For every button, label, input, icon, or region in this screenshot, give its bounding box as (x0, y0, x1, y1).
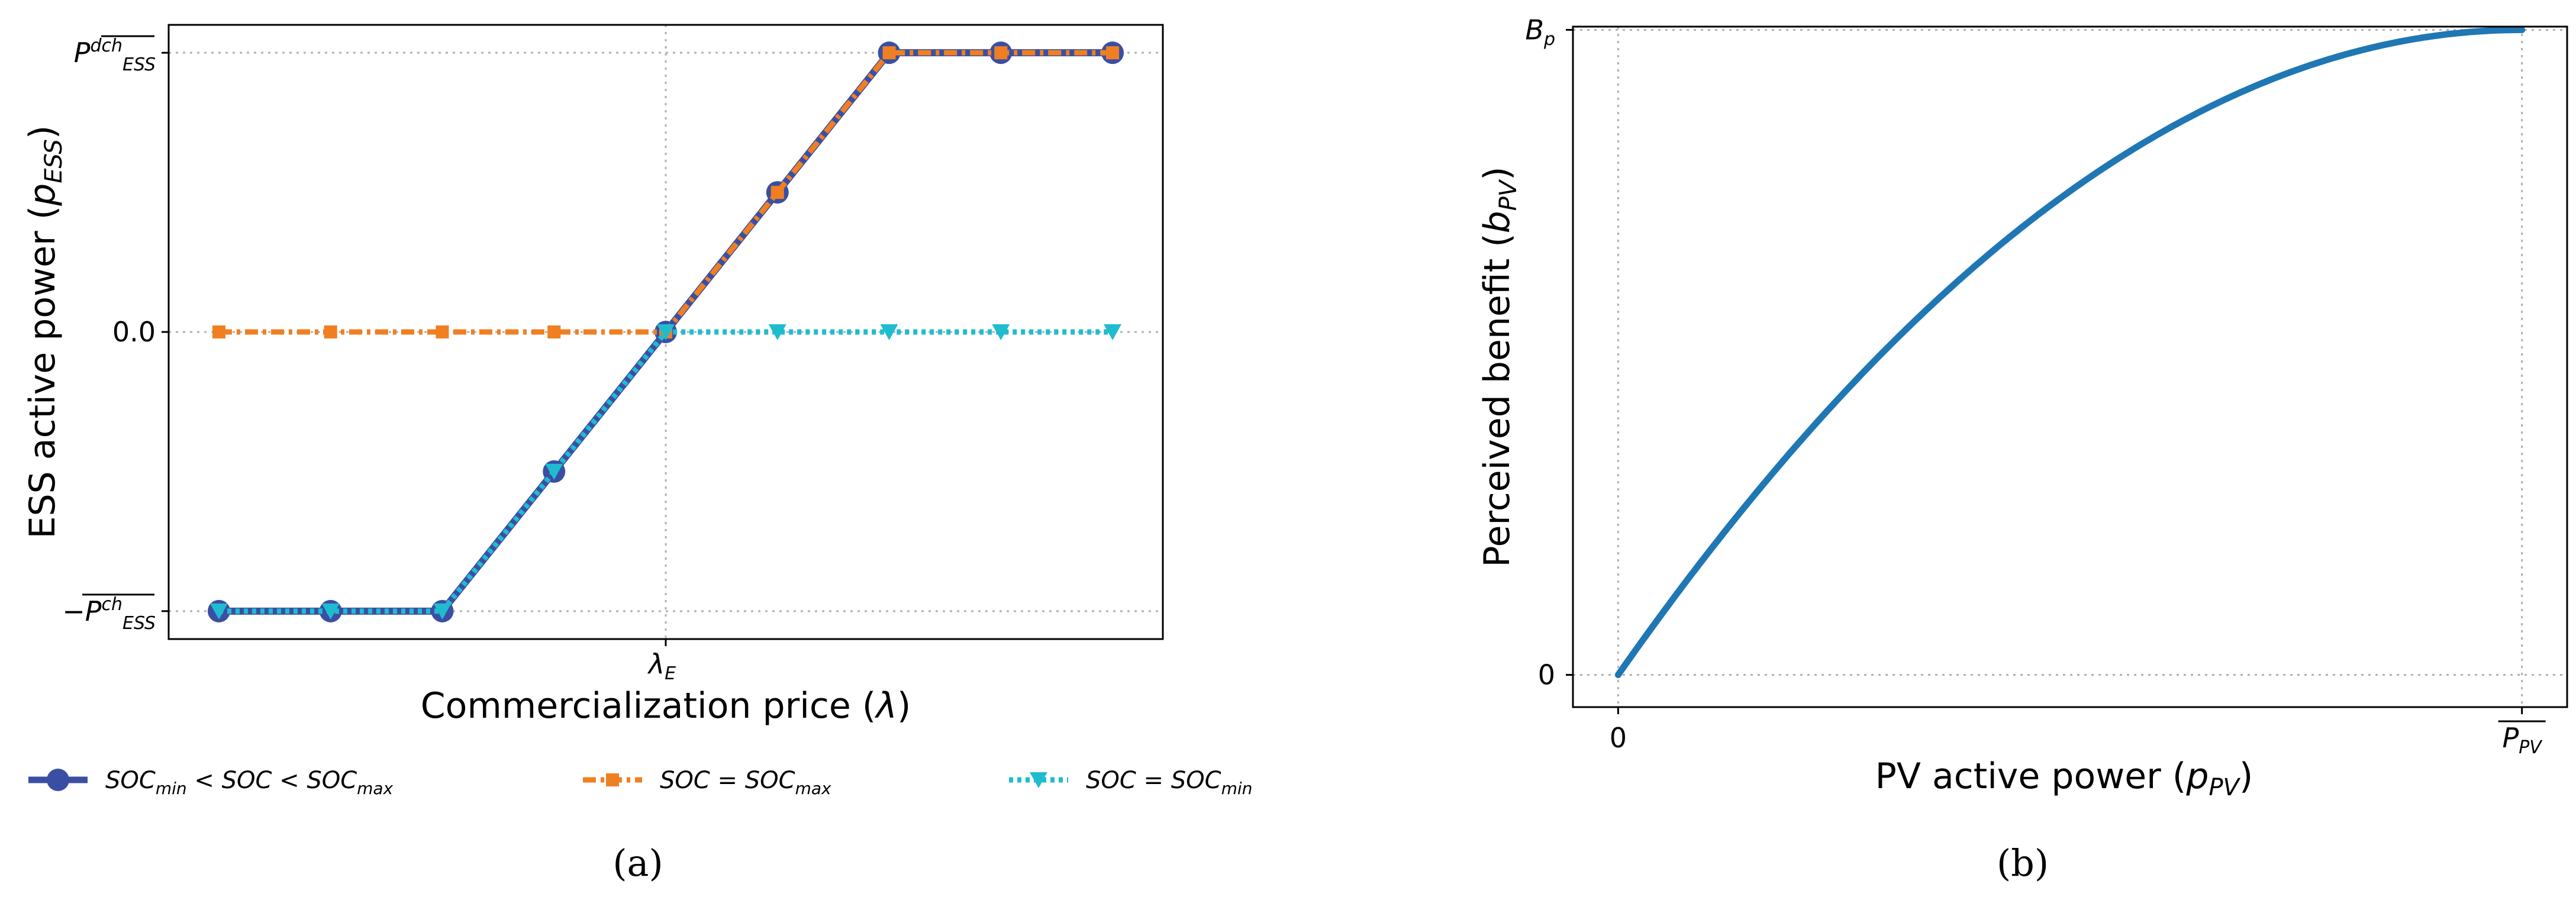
data-point (1106, 46, 1120, 60)
legend-item: SOCmin < SOC < SOCmax (28, 767, 394, 798)
x-axis-label: Commercialization price (λ) (421, 685, 911, 727)
data-point (547, 325, 561, 338)
y-axis-label: Perceived benefit (bPV) (1476, 166, 1522, 567)
data-point (324, 325, 337, 338)
data-point (882, 46, 896, 60)
y-tick-label: PdchESS (74, 36, 156, 75)
data-point (433, 603, 452, 620)
legend-label: SOC = SOCmax (660, 767, 831, 798)
legend-item: SOC = SOCmax (583, 767, 831, 798)
data-point (1104, 324, 1122, 340)
legend-label: SOCmin < SOC < SOCmax (105, 767, 394, 798)
benefit-curve (1614, 27, 2526, 678)
y-tick-label: 0 (1538, 659, 1555, 691)
data-point (436, 325, 449, 338)
plot-frame (1572, 25, 2568, 708)
data-point (768, 324, 786, 340)
y-tick-label: Bp (1525, 14, 1555, 50)
data-point (880, 324, 898, 340)
series-soc-min (209, 324, 1122, 620)
legend-marker (606, 773, 619, 786)
legend-marker (47, 769, 69, 791)
legend-item: SOC = SOCmin (1009, 767, 1252, 798)
x-tick-label: 0 (1610, 722, 1627, 754)
legend-label: SOC = SOCmin (1086, 767, 1252, 798)
y-tick-label: −PchESS (62, 594, 156, 634)
legend: SOCmin < SOC < SOCmax SOC = SOCmax SOC = S… (28, 767, 1252, 798)
data-point (992, 324, 1010, 340)
data-point (657, 324, 675, 340)
x-tick-label: λE (647, 648, 676, 684)
data-point (770, 186, 784, 199)
data-point (994, 46, 1008, 60)
series-line (218, 50, 1113, 335)
caption-a: (a) (612, 841, 663, 885)
y-tick-label: 0.0 (112, 316, 156, 348)
legend-marker (1030, 772, 1047, 788)
data-point (545, 463, 563, 480)
caption-b: (b) (1997, 841, 2049, 885)
x-tick-label: PPV (2502, 722, 2543, 758)
y-axis-label: ESS active power (pESS) (22, 125, 67, 539)
panel-b: 0 Bp 0 PPV PV active power (pPV) Perceived be… (1476, 14, 2568, 885)
data-point (209, 603, 228, 620)
data-point (321, 603, 340, 620)
data-point (212, 325, 225, 338)
x-axis-label: PV active power (pPV) (1875, 756, 2253, 801)
